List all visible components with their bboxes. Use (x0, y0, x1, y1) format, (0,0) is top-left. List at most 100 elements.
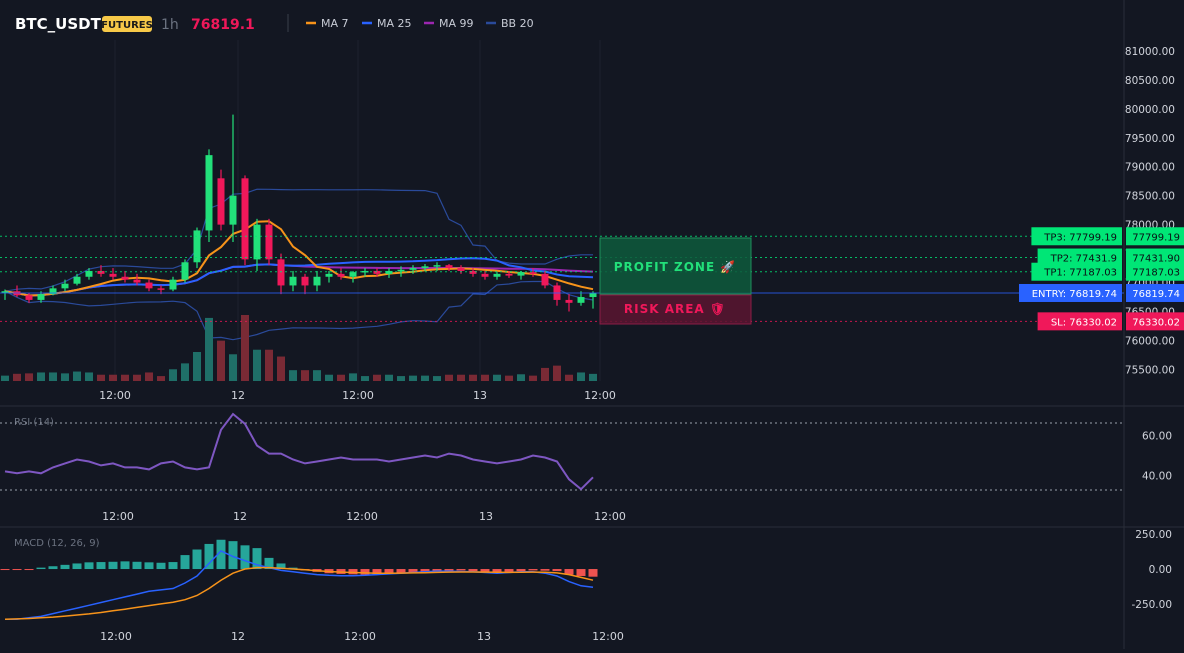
macd-axis: 250.00 0.00 -250.00 (1131, 529, 1172, 611)
legend-label-0[interactable]: MA 7 (321, 17, 349, 30)
macd-hist-2 (24, 569, 34, 571)
candle-28[interactable] (337, 268, 345, 280)
candle-23[interactable] (277, 253, 285, 295)
candle-22[interactable] (265, 218, 273, 266)
macd-hist-20 (240, 545, 250, 570)
candle-body-29 (349, 272, 357, 277)
level-tag-tp2[interactable]: TP2: 77431.9 (1050, 254, 1117, 265)
candle-44[interactable] (529, 268, 537, 277)
macd-hist-43 (516, 569, 526, 572)
candle-29[interactable] (349, 270, 357, 283)
candle-12[interactable] (145, 279, 153, 292)
macd-hist-0 (0, 569, 10, 571)
candle-body-34 (409, 268, 417, 270)
candle-body-2 (25, 295, 33, 300)
macd-hist-18 (216, 539, 226, 570)
level-tag-entry[interactable]: ENTRY: 76819.74 (1032, 289, 1117, 300)
candle-18[interactable] (217, 169, 225, 231)
timeframe-label[interactable]: 1h (161, 17, 179, 33)
candle-42[interactable] (505, 270, 513, 278)
bollinger-bands (4, 188, 594, 341)
volume-bar-42 (505, 375, 513, 381)
candle-body-33 (397, 269, 405, 272)
volume-bar-1 (13, 373, 21, 381)
candle-body-43 (517, 272, 525, 276)
volume-bars (1, 315, 597, 381)
candle-16[interactable] (193, 227, 201, 269)
macd-hist-29 (348, 569, 358, 575)
candle-body-37 (445, 265, 453, 269)
candle-body-27 (325, 273, 333, 277)
price-tick-8: 79500.00 (1125, 133, 1175, 145)
candle-7[interactable] (85, 268, 93, 280)
candle-49[interactable] (589, 291, 597, 309)
candle-32[interactable] (385, 268, 393, 278)
rsi-time-tick-3: 13 (479, 510, 493, 523)
candle-5[interactable] (61, 279, 69, 292)
candle-20[interactable] (241, 175, 249, 266)
legend-label-1[interactable]: MA 25 (377, 17, 412, 30)
candle-6[interactable] (73, 273, 81, 286)
candle-body-36 (433, 265, 441, 267)
macd-hist-3 (36, 567, 46, 570)
candle-17[interactable] (205, 149, 213, 243)
candle-body-6 (73, 276, 81, 284)
candle-48[interactable] (577, 291, 585, 306)
volume-bar-3 (37, 372, 45, 381)
candle-body-13 (157, 288, 165, 290)
candle-21[interactable] (253, 218, 261, 271)
rsi-axis: 40.00 60.00 (1142, 431, 1172, 483)
legend-label-2[interactable]: MA 99 (439, 17, 474, 30)
macd-hist-23 (276, 563, 286, 570)
candle-36[interactable] (433, 262, 441, 271)
candle-39[interactable] (469, 268, 477, 277)
price-tick-7: 79000.00 (1125, 162, 1175, 174)
symbol-label[interactable]: BTC_USDT (15, 15, 102, 33)
macd-hist-22 (264, 557, 274, 570)
candle-43[interactable] (517, 270, 525, 280)
candle-9[interactable] (109, 268, 117, 280)
candle-40[interactable] (481, 270, 489, 280)
level-tag-bg-tp2 (1037, 248, 1122, 267)
level-tag-tp1[interactable]: TP1: 77187.03 (1043, 268, 1117, 279)
candle-0[interactable] (1, 289, 9, 300)
candle-2[interactable] (25, 292, 33, 303)
candle-14[interactable] (169, 276, 177, 292)
candle-4[interactable] (49, 285, 57, 296)
candle-38[interactable] (457, 265, 465, 274)
candle-41[interactable] (493, 272, 501, 280)
candle-26[interactable] (313, 270, 321, 292)
candle-body-7 (85, 270, 93, 277)
bb-lower (4, 280, 594, 341)
risk-area-label: RISK AREA 🛡 (624, 302, 726, 316)
volume-bar-23 (277, 356, 285, 381)
candle-8[interactable] (97, 265, 105, 277)
risk-area-box[interactable] (599, 294, 752, 325)
macd-time-tick-1: 12 (231, 630, 245, 643)
level-tag-tp3[interactable]: TP3: 77799.19 (1043, 232, 1117, 243)
level-tag-bg-tp1 (1031, 262, 1122, 281)
candle-37[interactable] (445, 264, 453, 271)
candle-34[interactable] (409, 265, 417, 274)
candle-24[interactable] (289, 270, 297, 292)
candle-19[interactable] (229, 114, 237, 243)
candle-47[interactable] (565, 294, 573, 312)
level-tag-sl[interactable]: SL: 76330.02 (1051, 317, 1117, 328)
candle-31[interactable] (373, 268, 381, 277)
candle-body-40 (481, 273, 489, 277)
candle-10[interactable] (121, 270, 129, 283)
candle-45[interactable] (541, 270, 549, 289)
candle-27[interactable] (325, 270, 333, 283)
profit-zone-box[interactable] (599, 237, 752, 295)
candle-body-22 (265, 224, 273, 260)
macd-hist-15 (180, 555, 190, 570)
candle-35[interactable] (421, 264, 429, 271)
legend-label-3[interactable]: BB 20 (501, 17, 534, 30)
candle-body-15 (181, 262, 189, 280)
candle-25[interactable] (301, 273, 309, 295)
candle-15[interactable] (181, 259, 189, 283)
candle-11[interactable] (133, 273, 141, 286)
rsi-title: RSI (14) (14, 417, 54, 428)
candle-body-47 (565, 299, 573, 303)
